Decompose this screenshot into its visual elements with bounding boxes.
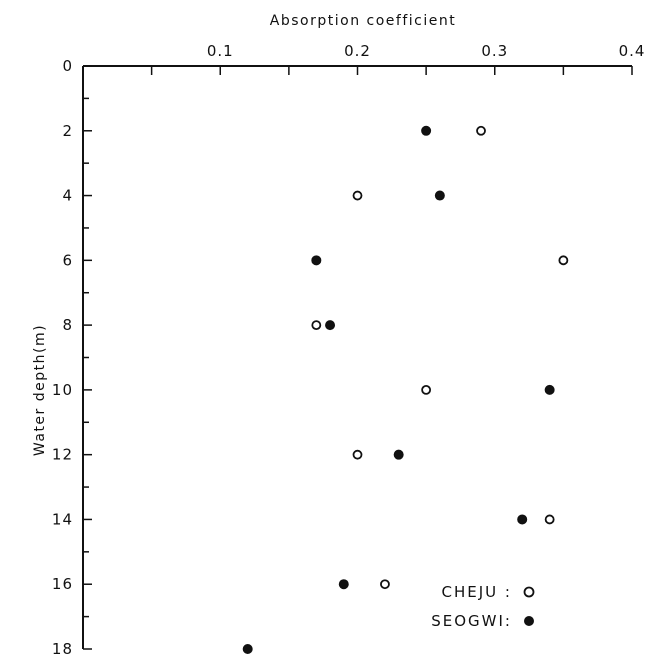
y-tick-label: 4	[62, 187, 73, 205]
y-tick-label: 16	[52, 575, 73, 593]
x-tick-label: 0.3	[481, 42, 508, 60]
legend-marker-open-circle	[523, 586, 535, 598]
y-tick-label: 10	[52, 381, 73, 399]
y-axis-title: Water depth(m)	[32, 324, 48, 456]
legend: CHEJU : SEOGWI:	[431, 583, 535, 630]
y-tick-label: 12	[52, 446, 73, 464]
y-tick-label: 8	[62, 316, 73, 334]
seogwi-point	[517, 514, 528, 525]
y-tick-label: 0	[62, 57, 73, 75]
cheju-point	[352, 190, 363, 201]
legend-marker-filled-circle	[524, 616, 534, 626]
tick-labels: 0.1 0.2 0.3 0.4 0 2 4 6 8 10 12 14 16 18	[52, 42, 645, 658]
x-tick-label: 0.2	[344, 42, 371, 60]
seogwi-point	[311, 255, 322, 266]
seogwi-point	[421, 125, 432, 136]
ticks	[83, 65, 633, 650]
seogwi-point	[434, 190, 445, 201]
seogwi-point	[242, 644, 253, 654]
seogwi-point	[544, 384, 555, 395]
data-points	[242, 125, 569, 654]
legend-label: SEOGWI:	[431, 612, 512, 630]
x-axis-title: Absorption coefficient	[270, 13, 456, 29]
legend-label: CHEJU :	[442, 583, 512, 601]
y-tick-label: 18	[52, 640, 73, 658]
cheju-point	[380, 579, 390, 590]
cheju-point	[311, 320, 322, 331]
cheju-point	[421, 384, 432, 395]
seogwi-point	[393, 449, 404, 460]
axes	[82, 65, 632, 649]
y-tick-label: 2	[62, 122, 73, 140]
y-tick-label: 14	[52, 510, 73, 528]
seogwi-point	[338, 579, 349, 590]
x-tick-label: 0.1	[207, 42, 234, 60]
cheju-point	[544, 514, 555, 525]
cheju-point	[476, 125, 486, 136]
cheju-point	[352, 449, 363, 460]
cheju-point	[558, 255, 569, 266]
y-tick-label: 6	[62, 251, 73, 269]
seogwi-point	[325, 320, 336, 331]
x-tick-label: 0.4	[619, 42, 645, 60]
